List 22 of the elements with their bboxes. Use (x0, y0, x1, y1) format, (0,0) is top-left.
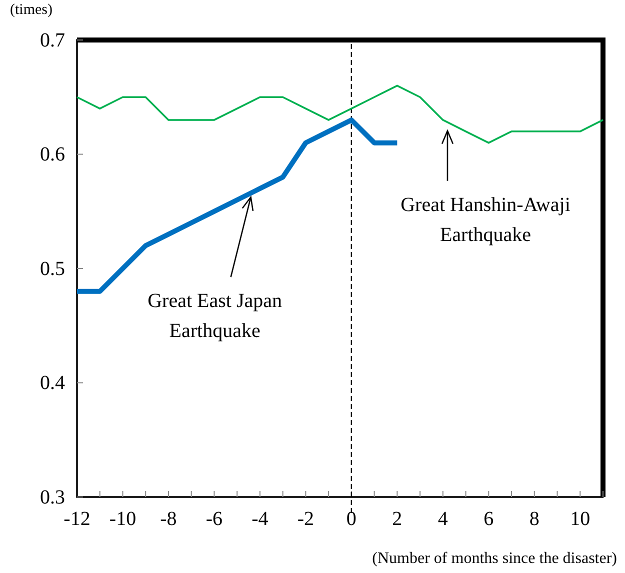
x-tick-label: -12 (64, 508, 90, 530)
annotation: Great Hanshin-Awaji Earthquake (400, 194, 571, 246)
x-tick-label: 6 (484, 508, 494, 530)
x-tick-label: 8 (529, 508, 540, 530)
x-tick-label: 0 (346, 508, 356, 530)
x-tick-label: -4 (252, 508, 268, 530)
x-tick-label: 4 (438, 508, 448, 530)
x-tick-label: 2 (392, 508, 402, 530)
y-axis-title: (times) (10, 2, 52, 18)
x-tick-label: -6 (206, 508, 223, 530)
y-tick-label: 0.5 (40, 258, 65, 280)
annotation: Great East Japan Earthquake (148, 290, 282, 342)
x-tick-label: -2 (297, 508, 314, 530)
x-tick-label: -8 (160, 508, 177, 530)
y-tick-label: 0.6 (40, 144, 65, 166)
x-tick-label: 10 (570, 508, 590, 530)
y-tick-label: 0.7 (40, 29, 65, 52)
y-tick-label: 0.4 (40, 372, 65, 394)
line-series (76, 84, 604, 144)
x-tick-label: -10 (109, 508, 136, 530)
x-axis-title: (Number of months since the disaster) (372, 550, 617, 567)
y-tick-label: 0.3 (40, 486, 65, 508)
